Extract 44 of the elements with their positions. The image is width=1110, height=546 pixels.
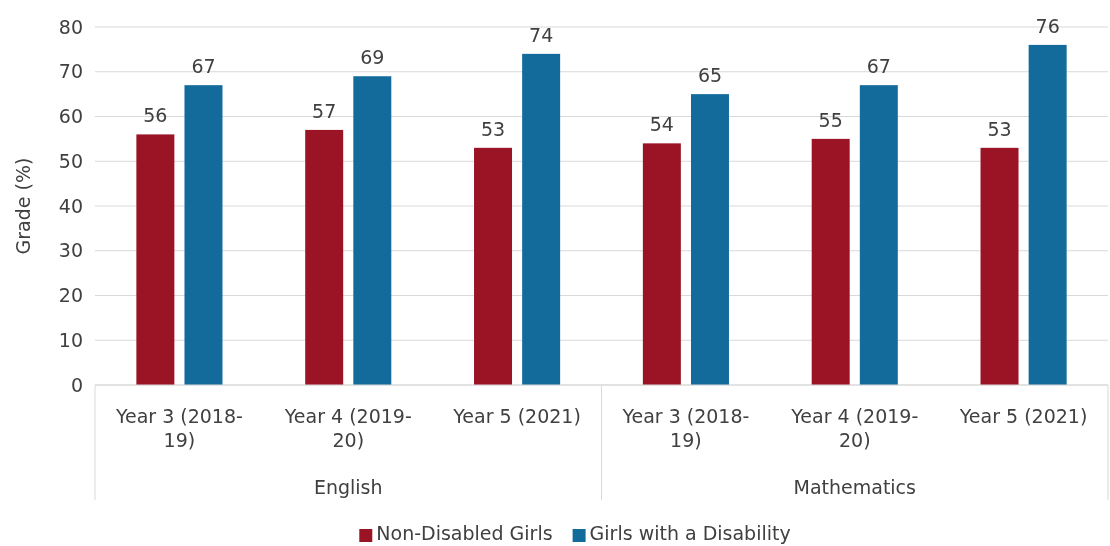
y-tick-label: 0 (70, 373, 83, 396)
y-tick-label: 20 (58, 284, 83, 307)
data-label: 67 (866, 55, 891, 78)
y-tick-label: 30 (58, 239, 83, 262)
data-label: 74 (529, 23, 554, 46)
y-tick-label: 40 (58, 194, 83, 217)
y-tick-label: 60 (58, 105, 83, 128)
y-tick-label: 10 (58, 328, 83, 351)
y-axis-title: Grade (%) (12, 157, 34, 255)
text: Mathematics (793, 476, 916, 498)
bar (136, 134, 175, 385)
x-tick-label: Year 4 (2019-20) (283, 405, 412, 451)
x-tick-label: Year 5 (2021) (452, 405, 581, 427)
bar (980, 147, 1019, 385)
bar (184, 85, 223, 385)
bar (305, 129, 344, 385)
data-label: 53 (480, 117, 506, 140)
x-tick-label: Year 4 (2019-20) (790, 405, 919, 451)
data-label: 55 (818, 108, 843, 131)
data-label: 69 (360, 46, 385, 69)
bar (1028, 44, 1067, 385)
data-label: 53 (987, 117, 1012, 140)
y-tick-label: 50 (58, 149, 83, 172)
bar (474, 147, 513, 385)
legend-label: Girls with a Disability (589, 522, 791, 544)
data-label: 76 (1035, 14, 1060, 37)
x-tick-label: Year 3 (2018-19) (114, 405, 243, 451)
bar (522, 53, 561, 385)
x-tick-label: Year 5 (2021) (958, 405, 1088, 427)
bar (642, 143, 681, 385)
y-tick-label: 70 (58, 60, 83, 83)
x-tick-label: Year 3 (2018-19) (621, 405, 750, 451)
text: English (313, 476, 383, 498)
bar (811, 138, 850, 385)
bar (353, 76, 392, 385)
data-label: 67 (191, 55, 216, 78)
data-label: 54 (649, 113, 674, 136)
bar (859, 85, 898, 385)
data-label: 57 (312, 99, 337, 122)
bar (690, 94, 729, 385)
legend-label: Non-Disabled Girls (376, 522, 553, 544)
y-tick-label: 80 (58, 15, 83, 38)
data-label: 65 (697, 64, 723, 87)
data-label: 56 (143, 104, 168, 127)
